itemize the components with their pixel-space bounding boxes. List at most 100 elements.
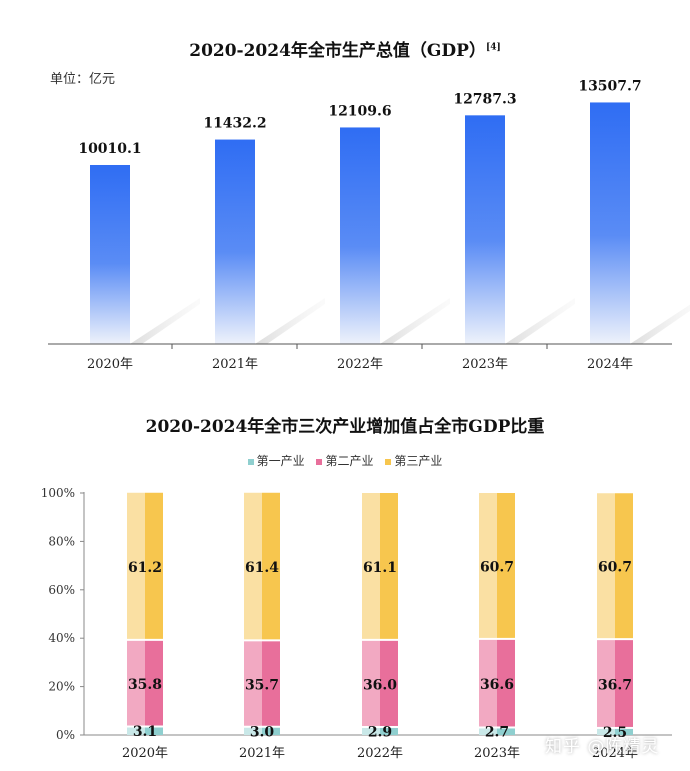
share-seg-right-1-2022 (380, 640, 398, 726)
share-y-tick-label: 80% (48, 534, 75, 548)
gdp-bar-shadow-2022 (380, 298, 450, 344)
share-y-tick-label: 60% (48, 583, 75, 597)
gdp-x-label-2023: 2023年 (462, 357, 508, 372)
share-seg-left-0-2023 (479, 728, 497, 735)
share-seg-right-2-2021 (262, 492, 280, 640)
legend-label-primary: 第一产业 (256, 454, 305, 468)
share-y-tick-label: 100% (41, 486, 75, 500)
share-label-0-2023: 2.7 (485, 725, 509, 741)
share-label-2-2024: 60.7 (598, 560, 632, 576)
legend-label-secondary: 第二产业 (325, 454, 374, 468)
share-label-2-2022: 61.1 (363, 560, 397, 576)
gdp-value-label-2024: 13507.7 (578, 78, 641, 94)
share-seg-2-2021 (244, 492, 280, 640)
share-label-0-2022: 2.9 (368, 724, 392, 740)
share-seg-2-2023 (479, 493, 515, 638)
share-seg-left-2-2020 (127, 492, 145, 639)
gdp-value-label-2021: 11432.2 (203, 116, 266, 132)
legend-swatch-tertiary (385, 458, 392, 465)
gdp-bar-shadow-2020 (130, 298, 200, 344)
share-seg-2-2022 (362, 493, 398, 639)
share-y-tick-label: 40% (48, 631, 75, 645)
share-seg-0-2021 (244, 727, 280, 735)
share-seg-left-0-2021 (244, 727, 262, 735)
share-seg-right-1-2023 (497, 639, 515, 727)
legend-item-primary: 第一产业 (247, 452, 305, 469)
gdp-x-label-2022: 2022年 (337, 357, 383, 372)
share-seg-1-2024 (597, 640, 633, 727)
share-seg-1-2023 (479, 639, 515, 727)
share-x-label-2022: 2022年 (357, 746, 403, 761)
share-y-tick-label: 20% (48, 680, 75, 694)
share-seg-left-1-2022 (362, 640, 380, 726)
gdp-bar-2022 (340, 127, 380, 344)
watermark: 知乎 @陈精灵 (545, 737, 660, 757)
share-seg-1-2021 (244, 641, 280, 726)
gdp-chart-title: 2020-2024年全市生产总值（GDP）[4] (0, 36, 690, 61)
gdp-bar-2023 (465, 115, 505, 345)
share-seg-1-2022 (362, 640, 398, 726)
gdp-chart-reference: [4] (485, 42, 501, 53)
share-seg-left-2-2023 (479, 493, 497, 638)
share-seg-right-0-2023 (497, 728, 515, 735)
share-seg-right-2-2022 (380, 493, 398, 639)
share-seg-right-1-2024 (615, 640, 633, 727)
share-seg-right-1-2020 (145, 640, 163, 726)
share-seg-left-1-2023 (479, 639, 497, 727)
share-seg-right-1-2021 (262, 641, 280, 726)
gdp-bar-2021 (215, 139, 255, 344)
share-label-2-2023: 60.7 (480, 559, 514, 575)
share-label-1-2020: 35.8 (128, 677, 162, 693)
share-seg-right-0-2021 (262, 727, 280, 735)
share-seg-0-2022 (362, 727, 398, 735)
share-label-0-2024: 2.5 (603, 725, 627, 741)
share-x-label-2020: 2020年 (122, 746, 168, 761)
gdp-value-label-2020: 10010.1 (78, 141, 141, 157)
share-label-2-2021: 61.4 (245, 560, 279, 576)
share-chart-title: 2020-2024年全市三次产业增加值占全市GDP比重 (145, 417, 545, 437)
share-seg-left-2-2024 (597, 493, 615, 639)
share-seg-right-2-2020 (145, 492, 163, 639)
gdp-bar-chart: 10010.1 11432.2 12109.6 12787.3 13507.7 2020… (48, 78, 690, 372)
share-label-1-2021: 35.7 (245, 678, 279, 694)
gdp-x-label-2024: 2024年 (587, 357, 633, 372)
share-seg-left-0-2020 (127, 727, 145, 735)
legend-swatch-primary (247, 458, 254, 465)
legend-item-secondary: 第二产业 (316, 452, 374, 469)
gdp-bar-2020 (90, 164, 130, 344)
share-seg-2-2020 (127, 492, 163, 639)
gdp-x-label-2020: 2020年 (87, 357, 133, 372)
share-seg-right-0-2022 (380, 727, 398, 735)
gdp-value-label-2022: 12109.6 (328, 103, 391, 119)
gdp-unit-label: 单位：亿元 (50, 72, 116, 87)
gdp-value-label-2023: 12787.3 (453, 91, 516, 107)
share-x-label-2023: 2023年 (474, 746, 520, 761)
share-seg-left-1-2020 (127, 640, 145, 726)
share-seg-2-2024 (597, 493, 633, 639)
share-seg-right-2-2024 (615, 493, 633, 639)
share-label-0-2020: 3.1 (133, 724, 157, 740)
share-seg-left-1-2021 (244, 641, 262, 726)
share-label-1-2024: 36.7 (598, 678, 632, 694)
share-label-0-2021: 3.0 (250, 724, 275, 740)
share-x-label-2021: 2021年 (239, 746, 285, 761)
share-seg-right-0-2020 (145, 727, 163, 735)
share-x-label-2024: 2024年 (592, 746, 638, 761)
gdp-chart-title-text: 2020-2024年全市生产总值（GDP） (189, 41, 486, 61)
gdp-bar-shadow-2021 (255, 298, 325, 344)
gdp-bar-2024 (590, 102, 630, 345)
legend-label-tertiary: 第三产业 (394, 454, 443, 468)
share-seg-left-2-2021 (244, 492, 262, 640)
share-seg-0-2020 (127, 727, 163, 735)
share-seg-1-2020 (127, 640, 163, 726)
legend-item-tertiary: 第三产业 (385, 452, 442, 469)
share-seg-right-2-2023 (497, 493, 515, 638)
share-seg-left-2-2022 (362, 493, 380, 639)
share-seg-left-1-2024 (597, 640, 615, 727)
share-seg-right-0-2024 (615, 728, 633, 735)
share-seg-left-0-2022 (362, 727, 380, 735)
gdp-bar-shadow-2023 (505, 298, 575, 344)
gdp-x-label-2021: 2021年 (212, 357, 258, 372)
share-seg-0-2024 (597, 728, 633, 735)
